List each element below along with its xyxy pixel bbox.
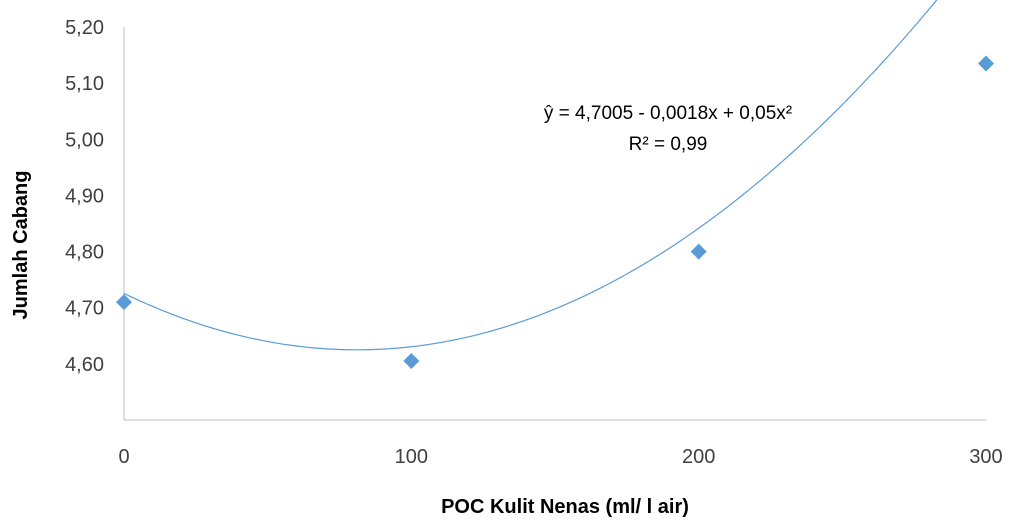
- data-point-marker: [403, 353, 420, 370]
- x-tick-labels: 0 100 200 300: [118, 446, 1002, 468]
- data-point-marker: [978, 55, 994, 72]
- y-axis-title: Jumlah Cabang: [10, 171, 32, 320]
- y-tick-label: 4,60: [65, 354, 104, 376]
- x-tick-label: 100: [395, 446, 428, 468]
- equation-label: ŷ = 4,7005 - 0,0018x + 0,05x²: [544, 103, 792, 124]
- y-tick-label: 4,80: [65, 242, 104, 264]
- trendline: [123, 0, 938, 351]
- y-axis: 4,60 4,70 4,80 4,90 5,00 5,10 5,20: [65, 17, 125, 420]
- data-point-marker: [116, 294, 132, 311]
- y-tick-label: 4,70: [65, 298, 104, 320]
- x-tick-label: 300: [969, 446, 1002, 468]
- data-points: [116, 55, 994, 370]
- y-tick-label: 5,10: [65, 73, 104, 95]
- data-point-marker: [690, 243, 707, 260]
- y-tick-label: 5,00: [65, 129, 104, 151]
- y-tick-label: 5,20: [65, 17, 104, 39]
- r-squared-label: R² = 0,99: [629, 134, 708, 155]
- x-axis-title: POC Kulit Nenas (ml/ l air): [441, 496, 689, 518]
- x-tick-label: 200: [682, 446, 715, 468]
- x-axis: 0 100 200 300: [118, 419, 1003, 468]
- y-tick-labels: 4,60 4,70 4,80 4,90 5,00 5,10 5,20: [65, 17, 104, 376]
- x-tick-label: 0: [118, 446, 129, 468]
- y-tick-label: 4,90: [65, 185, 104, 207]
